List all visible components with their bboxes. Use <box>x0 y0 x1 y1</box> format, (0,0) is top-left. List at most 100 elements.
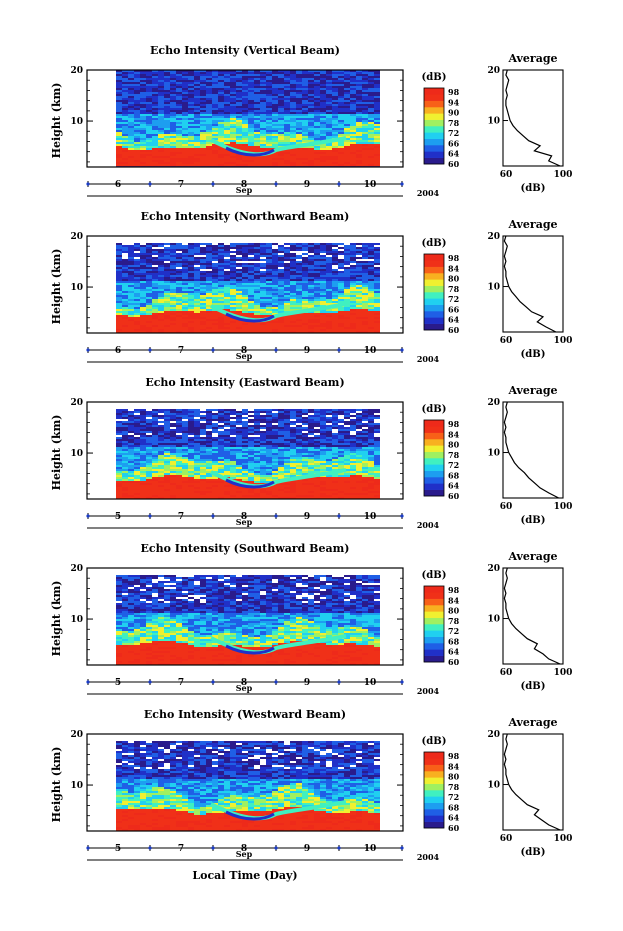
y-tick-label: 10 <box>70 781 83 791</box>
day-tick-marker-icon <box>274 846 278 850</box>
avg-x-tick-label: 60 <box>500 834 513 844</box>
colorbar-label: 80 <box>448 440 460 450</box>
colorbar-swatch <box>424 426 444 433</box>
colorbar-label: 72 <box>448 294 459 304</box>
colorbar-swatch <box>424 815 444 822</box>
colorbar-swatch <box>424 113 444 120</box>
x-tick-label: 7 <box>178 844 184 854</box>
average-frame <box>502 733 564 831</box>
y-axis-label: Height (km) <box>50 581 63 657</box>
colorbar-swatch <box>424 292 444 299</box>
month-label: Sep <box>236 683 253 693</box>
colorbar-label: 84 <box>448 429 460 439</box>
avg-x-tick-label: 60 <box>500 170 513 180</box>
x-tick-label: 6 <box>115 180 121 190</box>
avg-y-tick-label: 20 <box>487 564 500 574</box>
x-tick-label: 9 <box>304 512 310 522</box>
average-frame <box>502 235 564 333</box>
footer-xlabel: Local Time (Day) <box>192 869 297 882</box>
colorbar-label: 98 <box>448 87 460 97</box>
colorbar-frame <box>423 751 445 829</box>
avg-y-tick-label: 20 <box>487 66 500 76</box>
colorbar-swatch <box>424 802 444 810</box>
colorbar-label: 72 <box>448 792 459 802</box>
colorbar-swatch <box>424 821 444 829</box>
x-tick-label: 10 <box>364 346 377 356</box>
colorbar-label: 84 <box>448 263 460 273</box>
colorbar-frame <box>423 419 445 497</box>
colorbar-label: 66 <box>448 138 460 148</box>
x-tick-label: 5 <box>115 678 121 688</box>
colorbar-swatch <box>424 445 444 452</box>
y-axis-label: Height (km) <box>50 249 63 325</box>
x-tick-label: 7 <box>178 180 184 190</box>
y-axis-label: Height (km) <box>50 83 63 159</box>
colorbar-label: 60 <box>448 491 460 501</box>
plot-frame <box>86 235 404 334</box>
year-label: 2004 <box>417 354 440 364</box>
panel-title: Echo Intensity (Northward Beam) <box>141 210 350 223</box>
month-label: Sep <box>236 351 253 361</box>
x-tick-label: 7 <box>178 512 184 522</box>
average-frame <box>502 69 564 167</box>
colorbar-swatch <box>424 649 444 656</box>
y-axis-label: Height (km) <box>50 747 63 823</box>
colorbar-label: 68 <box>448 470 460 480</box>
average-title: Average <box>507 384 557 397</box>
x-tick-label: 10 <box>364 512 377 522</box>
y-tick-label: 10 <box>70 283 83 293</box>
x-tick-label: 8 <box>241 180 247 190</box>
colorbar-label: 64 <box>448 149 460 159</box>
colorbar-label: 78 <box>448 118 460 128</box>
month-label: Sep <box>236 517 253 527</box>
colorbar-swatch <box>424 138 444 146</box>
colorbar-label: 98 <box>448 253 460 263</box>
year-label: 2004 <box>417 686 440 696</box>
colorbar-swatch <box>424 617 444 625</box>
colorbar-swatch <box>424 88 444 95</box>
x-tick-label: 8 <box>241 512 247 522</box>
colorbar-swatch <box>424 470 444 478</box>
day-tick-marker-icon <box>86 514 90 518</box>
colorbar-label: 80 <box>448 274 460 284</box>
x-tick-label: 10 <box>364 844 377 854</box>
panel-4: Echo Intensity (Westward Beam) Height (km… <box>50 708 572 862</box>
echo-ribbon-core <box>225 312 275 323</box>
colorbar-swatch <box>424 586 444 593</box>
x-tick-label: 8 <box>241 346 247 356</box>
x-tick-label: 9 <box>304 678 310 688</box>
x-tick-label: 7 <box>178 346 184 356</box>
avg-x-tick-label: 60 <box>500 668 513 678</box>
day-tick-marker-icon <box>211 846 215 850</box>
colorbar-swatch <box>424 643 444 650</box>
plot-frame <box>86 733 404 832</box>
colorbar-label: 98 <box>448 419 460 429</box>
colorbar-swatch <box>424 451 444 459</box>
colorbar-label: 64 <box>448 481 460 491</box>
day-tick-marker-icon <box>337 514 341 518</box>
colorbar-swatch <box>424 145 444 152</box>
colorbar-swatch <box>424 107 444 114</box>
colorbar-swatch <box>424 151 444 158</box>
year-label: 2004 <box>417 852 440 862</box>
day-tick-marker-icon <box>337 846 341 850</box>
colorbar-swatch <box>424 254 444 261</box>
echo-ribbon <box>210 800 347 821</box>
colorbar-swatch <box>424 304 444 312</box>
heatmap <box>116 741 380 831</box>
day-tick-marker-icon <box>400 846 404 850</box>
avg-y-tick-label: 10 <box>487 615 500 625</box>
colorbar-swatch <box>424 157 444 165</box>
colorbar-swatch <box>424 783 444 791</box>
y-tick-label: 20 <box>70 398 83 408</box>
colorbar-swatch <box>424 323 444 331</box>
day-tick-marker-icon <box>400 182 404 186</box>
avg-x-tick-label: 100 <box>554 668 573 678</box>
colorbar-frame <box>423 253 445 331</box>
day-tick-marker-icon <box>274 680 278 684</box>
colorbar-label: 94 <box>448 97 460 107</box>
colorbar-swatch <box>424 655 444 663</box>
day-tick-marker-icon <box>148 680 152 684</box>
colorbar-swatch <box>424 752 444 759</box>
colorbar-swatch <box>424 636 444 644</box>
